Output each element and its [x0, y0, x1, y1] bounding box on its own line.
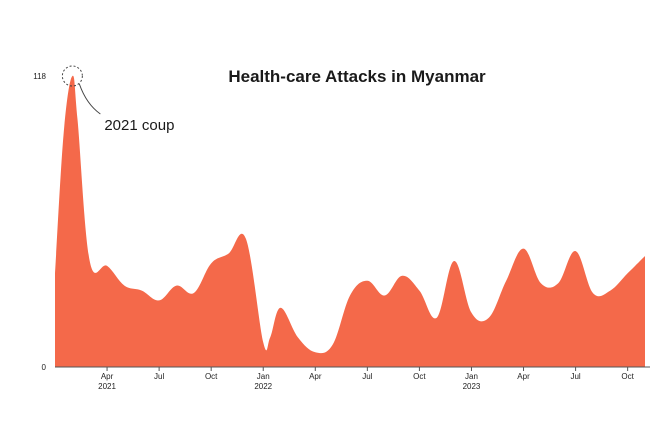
x-tick-label: Oct	[205, 372, 218, 381]
x-tick-label: Jul	[362, 372, 372, 381]
annotation-connector	[78, 83, 101, 115]
y-axis-ticks: 0 118	[33, 72, 46, 372]
annotation: 2021 coup	[61, 65, 174, 134]
x-tick-label: Jan	[257, 372, 270, 381]
x-tick-label: Jan	[465, 372, 478, 381]
x-tick-label: Jul	[570, 372, 580, 381]
x-tick-label: Apr	[101, 372, 114, 381]
y-tick-label: 0	[42, 363, 47, 372]
x-tick-year-label: 2022	[254, 382, 272, 391]
area-series	[55, 75, 645, 367]
x-tick-year-label: 2021	[98, 382, 116, 391]
annotation-circle	[61, 65, 83, 87]
x-tick-label: Apr	[309, 372, 322, 381]
y-tick-label: 118	[33, 72, 46, 81]
x-tick-label: Oct	[413, 372, 426, 381]
x-tick-label: Apr	[517, 372, 530, 381]
annotation-label: 2021 coup	[104, 117, 174, 134]
x-tick-label: Oct	[621, 372, 634, 381]
x-tick-year-label: 2023	[463, 382, 481, 391]
x-tick-label: Jul	[154, 372, 164, 381]
chart-title: Health-care Attacks in Myanmar	[228, 67, 486, 86]
